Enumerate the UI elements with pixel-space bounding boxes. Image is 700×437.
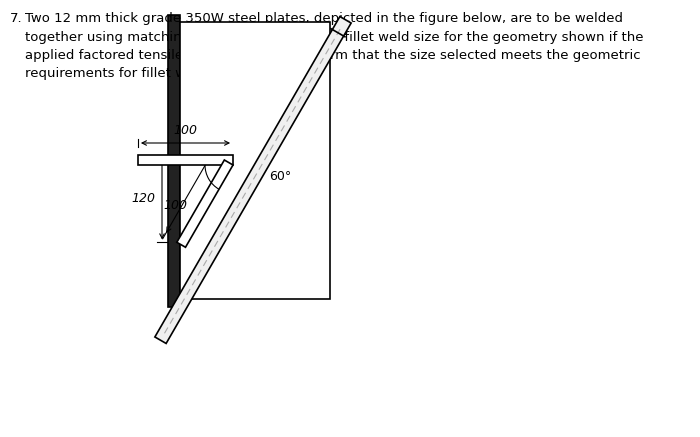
Text: 7.: 7. (10, 12, 22, 25)
Text: 120: 120 (131, 192, 155, 205)
Text: Two 12 mm thick grade 350W steel plates, depicted in the figure below, are to be: Two 12 mm thick grade 350W steel plates,… (25, 12, 643, 80)
Polygon shape (138, 155, 233, 165)
Text: 100: 100 (164, 199, 188, 212)
Bar (168, 15, 180, 307)
Polygon shape (177, 160, 233, 247)
Text: 100: 100 (174, 124, 197, 137)
Text: 60°: 60° (269, 170, 291, 183)
FancyBboxPatch shape (180, 22, 330, 299)
Polygon shape (155, 17, 351, 343)
